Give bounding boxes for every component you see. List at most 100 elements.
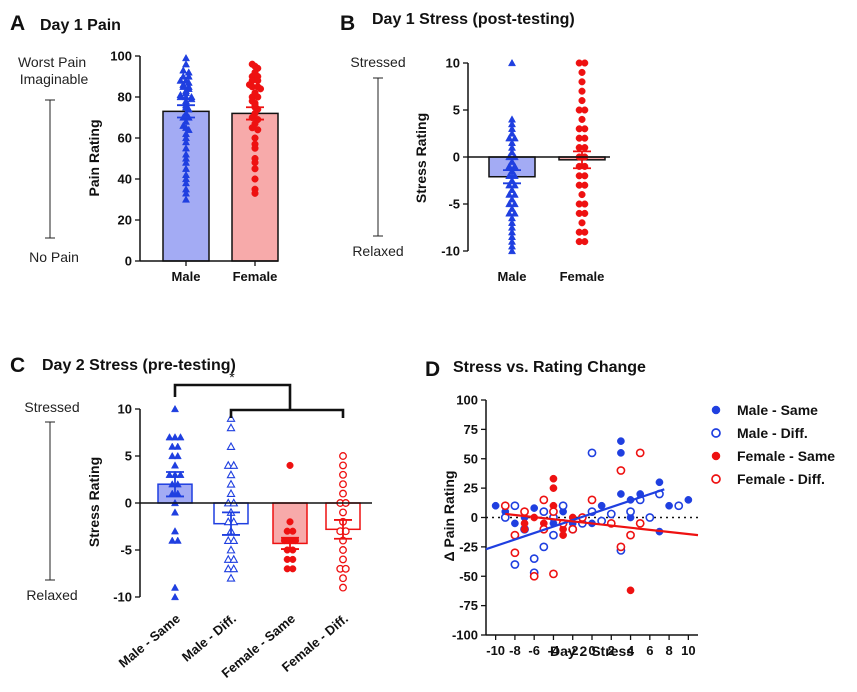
data-point — [173, 451, 182, 460]
x-tick-label: -10 — [486, 643, 505, 658]
data-point — [226, 479, 236, 488]
data-point — [226, 470, 236, 479]
data-point — [578, 78, 586, 86]
scatter-point — [616, 542, 626, 552]
x-tick-label: 8 — [665, 643, 672, 658]
y-tick-label: -5 — [120, 543, 132, 558]
data-point — [341, 564, 350, 573]
category-label: Male - Diff. — [179, 611, 239, 665]
category-label: Male — [498, 269, 527, 284]
data-point — [510, 171, 519, 179]
data-point — [286, 461, 294, 469]
data-point — [173, 536, 182, 544]
panel-a: A Day 1 Pain Worst Pain Imaginable No Pa… — [10, 12, 279, 284]
data-point — [507, 195, 517, 203]
data-point — [581, 144, 589, 152]
data-point — [339, 452, 347, 460]
data-point — [170, 433, 180, 441]
data-point — [173, 480, 182, 488]
legend-label: Male - Diff. — [737, 425, 808, 441]
data-point — [578, 68, 586, 76]
data-point — [170, 404, 180, 413]
data-point — [165, 470, 174, 478]
data-point — [581, 172, 589, 180]
scatter-point — [510, 560, 520, 569]
data-point — [581, 200, 589, 208]
data-point — [223, 460, 233, 469]
category-label: Male — [172, 269, 201, 284]
panel-b: B Day 1 Stress (post-testing) Stressed R… — [340, 11, 610, 284]
data-point — [339, 489, 347, 498]
data-point — [173, 442, 182, 450]
data-point — [339, 574, 347, 583]
y-tick-label: 100 — [110, 49, 132, 64]
data-point — [505, 209, 514, 217]
data-point — [179, 72, 188, 80]
legend-label: Male - Same — [737, 402, 818, 418]
data-point — [251, 134, 259, 142]
scatter-point — [587, 448, 597, 458]
panel-a-anchor-top: Worst Pain Imaginable — [18, 54, 90, 87]
data-point — [507, 58, 517, 67]
fit-line-male — [485, 488, 665, 551]
scatter-point — [511, 519, 519, 528]
data-point — [168, 451, 177, 460]
data-point — [251, 159, 259, 167]
y-tick-label: -50 — [459, 569, 478, 584]
panel-d: D Stress vs. Rating Change Δ Pain Rating… — [425, 358, 835, 659]
y-tick-label: -100 — [452, 628, 478, 643]
data-point — [505, 171, 514, 179]
data-point — [251, 144, 259, 152]
data-point — [170, 583, 180, 591]
category-label: Female — [233, 269, 278, 284]
data-point — [339, 508, 347, 517]
data-point — [581, 228, 589, 236]
data-point — [578, 219, 586, 227]
x-tick-label: 2 — [608, 643, 615, 658]
data-point — [176, 433, 185, 441]
x-tick-label: -6 — [528, 643, 540, 658]
scatter-point — [635, 518, 645, 528]
legend-marker — [711, 474, 721, 484]
scatter-point — [539, 542, 549, 552]
scatter-point — [549, 507, 558, 517]
data-point — [581, 59, 589, 67]
data-point — [578, 87, 586, 95]
data-point — [339, 480, 347, 489]
data-point — [176, 76, 185, 84]
category-label: Female — [560, 269, 605, 284]
data-point — [505, 181, 514, 189]
data-point — [226, 423, 236, 432]
y-tick-label: 10 — [446, 56, 460, 71]
y-tick-label: 50 — [464, 451, 478, 466]
scatter-point — [674, 501, 684, 511]
scatter-point — [500, 501, 510, 511]
data-point — [339, 583, 347, 592]
scatter-point — [520, 507, 529, 517]
panel-d-label: D — [425, 358, 440, 381]
panel-a-anchor-bottom: No Pain — [29, 249, 79, 265]
legend-marker — [711, 428, 721, 438]
scatter-point — [549, 484, 558, 492]
data-point — [578, 115, 586, 123]
data-point — [581, 125, 589, 133]
scatter-point — [539, 495, 549, 505]
x-tick-label: 4 — [627, 643, 635, 658]
y-tick-label: -10 — [441, 244, 460, 259]
panel-b-plot: -10 -5 0 5 10 Male Female — [441, 56, 610, 284]
y-tick-label: 5 — [125, 449, 132, 464]
data-point — [170, 508, 180, 516]
data-point — [170, 592, 180, 601]
scatter-point — [529, 571, 539, 581]
panel-c-ylabel: Stress Rating — [86, 457, 102, 547]
data-point — [256, 85, 265, 93]
y-tick-label: -5 — [448, 197, 460, 212]
data-point — [184, 105, 193, 113]
y-tick-label: 0 — [125, 254, 132, 269]
data-point — [339, 461, 347, 470]
scatter-point — [617, 437, 625, 445]
y-tick-label: 10 — [118, 402, 132, 417]
y-tick-label: 100 — [456, 393, 478, 408]
